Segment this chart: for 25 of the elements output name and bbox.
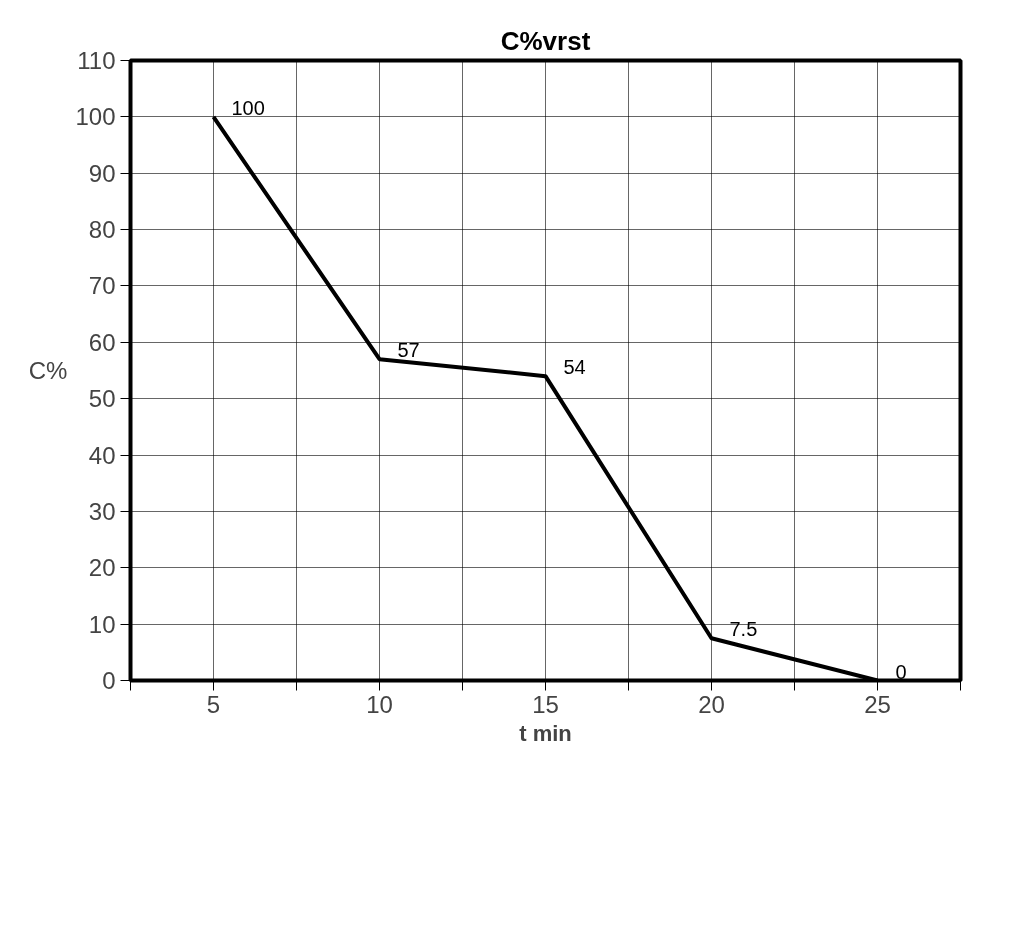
x-tick-label: 10 (366, 690, 393, 718)
x-tick-label: 25 (864, 690, 891, 718)
data-label: 7.5 (729, 618, 758, 641)
y-tick-label: 100 (75, 103, 116, 131)
data-label: 57 (397, 339, 420, 362)
y-tick-label: 30 (88, 497, 116, 525)
y-tick-label: 60 (88, 328, 116, 356)
x-axis-title: t min (519, 720, 572, 746)
y-tick-label: 80 (88, 216, 116, 244)
data-label: 0 (895, 660, 907, 683)
data-label: 100 (231, 96, 265, 119)
x-tick-label: 20 (698, 690, 725, 718)
y-tick-label: 70 (88, 272, 116, 300)
y-axis-title: C% (28, 357, 68, 384)
data-label: 54 (563, 356, 586, 379)
y-tick-label: 90 (88, 159, 116, 187)
y-tick-label: 0 (102, 667, 116, 694)
x-tick-label: 15 (532, 690, 559, 718)
y-tick-label: 50 (88, 385, 116, 413)
y-tick-label: 40 (88, 441, 116, 469)
y-tick-label: 110 (77, 47, 116, 74)
x-tick-label: 5 (206, 690, 221, 718)
chart-title: C%vrst (500, 25, 591, 56)
y-tick-label: 10 (88, 610, 116, 638)
y-tick-label: 20 (88, 554, 116, 582)
